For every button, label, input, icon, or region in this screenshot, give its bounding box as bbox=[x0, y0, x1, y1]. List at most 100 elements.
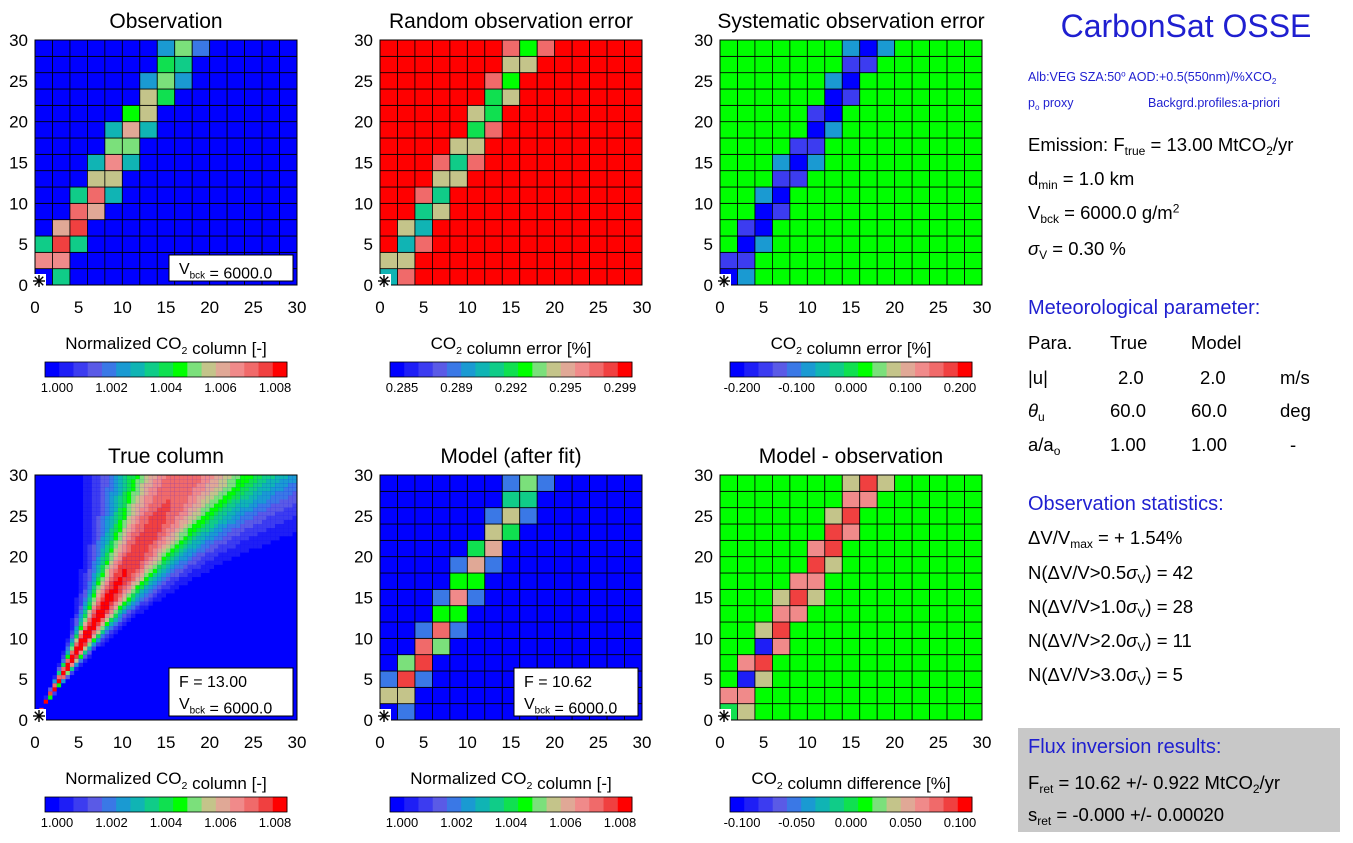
heatmap-cell bbox=[200, 581, 206, 586]
heatmap-cell bbox=[288, 593, 293, 598]
colorbar-swatch bbox=[173, 797, 188, 812]
heatmap-cell bbox=[606, 268, 625, 286]
heatmap-cell bbox=[87, 55, 106, 74]
heatmap-cell bbox=[292, 662, 297, 667]
heatmap-cell bbox=[100, 483, 105, 488]
heatmap-cell bbox=[131, 499, 136, 504]
heatmap-cell bbox=[161, 483, 166, 488]
heatmap-cell bbox=[876, 72, 896, 90]
heatmap-cell bbox=[61, 552, 66, 557]
heatmap-cell bbox=[56, 564, 62, 569]
heatmap-cell bbox=[96, 613, 101, 618]
heatmap-cell bbox=[131, 528, 136, 533]
heatmap-cell bbox=[789, 219, 808, 237]
heatmap-cell bbox=[139, 715, 145, 720]
colorbar-swatch bbox=[546, 797, 562, 812]
heatmap-cell bbox=[266, 568, 271, 573]
heatmap-cell bbox=[139, 662, 145, 667]
heatmap-cell bbox=[205, 581, 210, 586]
heatmap-cell bbox=[253, 573, 258, 578]
heatmap-cell bbox=[96, 556, 101, 561]
heatmap-cell bbox=[74, 556, 79, 561]
heatmap-cell bbox=[270, 642, 276, 647]
heatmap-cell bbox=[109, 499, 114, 504]
heatmap-cell bbox=[606, 153, 625, 172]
heatmap-cell bbox=[43, 630, 49, 635]
heatmap-cell bbox=[288, 601, 293, 606]
heatmap-cell bbox=[244, 564, 249, 569]
heatmap-cell bbox=[275, 654, 280, 659]
heatmap-cell bbox=[946, 251, 965, 270]
heatmap-cell bbox=[139, 691, 145, 696]
heatmap-cell bbox=[43, 519, 49, 524]
heatmap-cell bbox=[104, 121, 123, 139]
x-tick-label: 30 bbox=[288, 733, 307, 752]
heatmap-cell bbox=[122, 499, 127, 504]
heatmap-cell bbox=[209, 556, 215, 561]
heatmap-cell bbox=[292, 654, 297, 659]
y-tick-label: 0 bbox=[364, 711, 373, 730]
heatmap-cell bbox=[191, 153, 211, 172]
colorbar-swatch bbox=[957, 362, 973, 377]
heatmap-cell bbox=[179, 617, 184, 622]
heatmap-cell bbox=[61, 483, 66, 488]
heatmap-cell bbox=[139, 695, 145, 700]
heatmap-cell bbox=[501, 202, 521, 221]
heatmap-cell bbox=[43, 577, 49, 582]
heatmap-cell bbox=[87, 605, 92, 610]
heatmap-cell bbox=[227, 597, 232, 602]
heatmap-cell bbox=[96, 671, 101, 676]
heatmap-cell bbox=[131, 613, 136, 618]
heatmap-cell bbox=[83, 487, 88, 492]
heatmap-cell bbox=[122, 540, 127, 545]
heatmap-cell bbox=[74, 581, 79, 586]
plot-frame bbox=[34, 474, 298, 721]
heatmap-cell bbox=[214, 642, 219, 647]
heatmap-cell bbox=[135, 617, 140, 622]
heatmap-cell bbox=[262, 638, 267, 643]
heatmap-cell bbox=[87, 39, 106, 57]
heatmap-cell bbox=[235, 568, 241, 573]
heatmap-cell bbox=[117, 528, 123, 533]
heatmap-cell bbox=[214, 650, 219, 655]
colorbar-swatch bbox=[475, 797, 491, 812]
heatmap-cell bbox=[35, 507, 40, 512]
heatmap-cell bbox=[109, 556, 114, 561]
heatmap-cell bbox=[61, 675, 66, 680]
heatmap-cell bbox=[157, 524, 162, 529]
heatmap-cell bbox=[166, 675, 171, 680]
heatmap-cell bbox=[100, 707, 105, 712]
heatmap-cell bbox=[270, 552, 276, 557]
heatmap-cell bbox=[104, 589, 110, 594]
y-tick-label: 20 bbox=[9, 548, 28, 567]
heatmap-cell bbox=[56, 597, 62, 602]
heatmap-cell bbox=[196, 634, 201, 639]
heatmap-cell bbox=[135, 609, 140, 614]
heatmap-cell bbox=[806, 251, 826, 270]
heatmap-cell bbox=[929, 88, 948, 106]
colorbar-tick-label: 1.002 bbox=[95, 815, 128, 830]
heatmap-cell bbox=[964, 104, 983, 123]
heatmap-cell bbox=[192, 634, 197, 639]
annotation-text: Vbck = 6000.0 bbox=[179, 261, 272, 282]
heatmap-cell bbox=[288, 503, 293, 508]
heatmap-cell bbox=[69, 658, 75, 663]
heatmap-cell bbox=[222, 528, 228, 533]
heatmap-cell bbox=[91, 507, 97, 512]
heatmap-cell bbox=[131, 638, 136, 643]
heatmap-cell bbox=[139, 495, 145, 500]
heatmap-cell bbox=[139, 519, 145, 524]
heatmap-cell bbox=[257, 560, 263, 565]
heatmap-cell bbox=[122, 658, 127, 663]
heatmap-cell bbox=[754, 55, 773, 74]
heatmap-cell bbox=[174, 137, 193, 155]
heatmap-cell bbox=[96, 683, 101, 688]
heatmap-cell bbox=[48, 519, 53, 524]
heatmap-cell bbox=[964, 219, 983, 237]
heatmap-cell bbox=[78, 483, 84, 488]
heatmap-cell bbox=[135, 613, 140, 618]
heatmap-cell bbox=[270, 548, 276, 553]
y-tick-label: 30 bbox=[694, 466, 713, 485]
heatmap-cell bbox=[166, 532, 171, 537]
heatmap-cell bbox=[131, 585, 136, 590]
